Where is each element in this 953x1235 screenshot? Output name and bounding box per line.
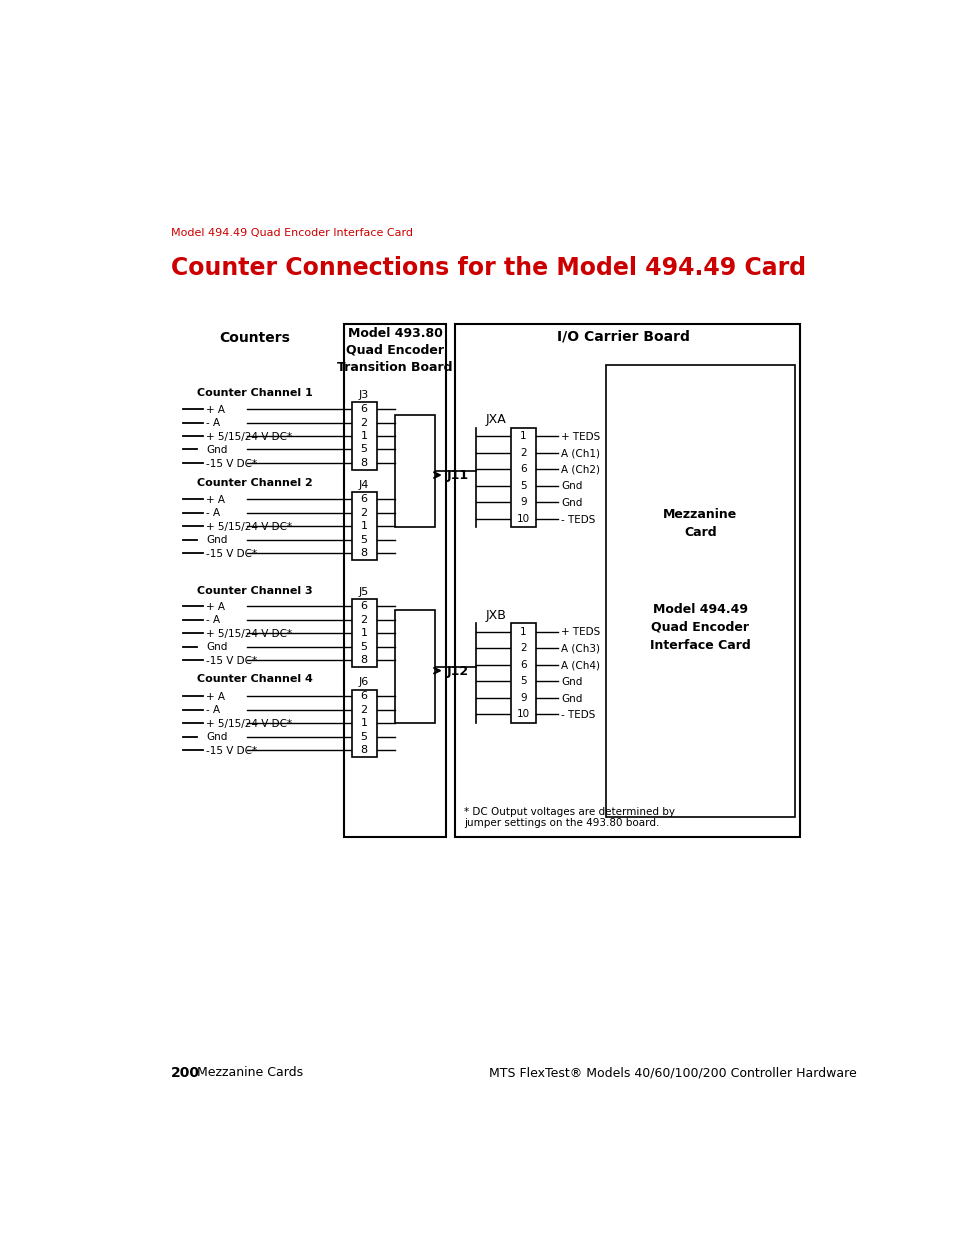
Text: -15 V DC*: -15 V DC*: [206, 458, 257, 469]
Text: 8: 8: [360, 548, 367, 558]
Text: J11: J11: [446, 469, 468, 483]
Bar: [395, 610, 435, 724]
Text: Gnd: Gnd: [206, 535, 227, 546]
Text: - A: - A: [206, 419, 220, 429]
Text: Gnd: Gnd: [560, 482, 581, 492]
Text: + 5/15/24 V DC*: + 5/15/24 V DC*: [206, 522, 292, 532]
Text: 5: 5: [519, 480, 526, 490]
Text: Model 494.49 Quad Encoder Interface Card: Model 494.49 Quad Encoder Interface Card: [171, 227, 413, 237]
Text: 2: 2: [519, 643, 526, 653]
Text: 2: 2: [360, 705, 367, 715]
Text: 5: 5: [519, 677, 526, 687]
Text: + A: + A: [206, 495, 225, 505]
Text: + 5/15/24 V DC*: + 5/15/24 V DC*: [206, 432, 292, 442]
Bar: [344, 324, 446, 837]
Text: -15 V DC*: -15 V DC*: [206, 548, 257, 558]
Bar: [455, 324, 799, 837]
Text: 6: 6: [519, 659, 526, 669]
Text: + TEDS: + TEDS: [560, 432, 599, 442]
Text: MTS FlexTest® Models 40/60/100/200 Controller Hardware: MTS FlexTest® Models 40/60/100/200 Contr…: [488, 1066, 856, 1079]
Text: 1: 1: [519, 431, 526, 441]
Text: Counter Channel 3: Counter Channel 3: [197, 585, 313, 595]
Text: 1: 1: [360, 629, 367, 638]
Text: 5: 5: [360, 642, 367, 652]
Text: -15 V DC*: -15 V DC*: [206, 656, 257, 666]
Text: I/O Carrier Board: I/O Carrier Board: [556, 330, 689, 343]
Bar: [395, 415, 435, 527]
Text: Counter Channel 4: Counter Channel 4: [196, 674, 313, 684]
Text: 2: 2: [360, 417, 367, 427]
Text: 9: 9: [519, 693, 526, 703]
Text: Gnd: Gnd: [206, 446, 227, 456]
Text: 5: 5: [360, 535, 367, 545]
Text: Gnd: Gnd: [206, 732, 227, 742]
Text: 10: 10: [517, 709, 530, 719]
Text: 1: 1: [360, 719, 367, 729]
Text: 6: 6: [360, 692, 367, 701]
Text: Mezzanine
Card: Mezzanine Card: [662, 508, 737, 538]
Text: 9: 9: [519, 498, 526, 508]
Text: Counters: Counters: [219, 331, 290, 346]
Text: Counter Channel 1: Counter Channel 1: [196, 389, 313, 399]
Text: Gnd: Gnd: [560, 677, 581, 687]
Text: -15 V DC*: -15 V DC*: [206, 746, 257, 756]
Text: + TEDS: + TEDS: [560, 627, 599, 637]
Text: JXA: JXA: [485, 414, 506, 426]
Text: 2: 2: [360, 508, 367, 517]
Text: 6: 6: [519, 464, 526, 474]
Text: 1: 1: [360, 521, 367, 531]
Text: 5: 5: [360, 731, 367, 742]
Text: A (Ch3): A (Ch3): [560, 643, 599, 653]
Text: A (Ch2): A (Ch2): [560, 464, 599, 475]
Text: 8: 8: [360, 745, 367, 755]
Text: A (Ch4): A (Ch4): [560, 661, 599, 671]
Text: J4: J4: [358, 480, 369, 490]
Text: + 5/15/24 V DC*: + 5/15/24 V DC*: [206, 629, 292, 638]
Text: Counter Connections for the Model 494.49 Card: Counter Connections for the Model 494.49…: [171, 256, 805, 280]
Text: Mezzanine Cards: Mezzanine Cards: [196, 1066, 302, 1079]
Text: 2: 2: [360, 615, 367, 625]
Text: - A: - A: [206, 705, 220, 715]
Text: J12: J12: [446, 664, 468, 678]
Text: * DC Output voltages are determined by
jumper settings on the 493.80 board.: * DC Output voltages are determined by j…: [464, 806, 675, 829]
Text: + A: + A: [206, 405, 225, 415]
Text: - TEDS: - TEDS: [560, 710, 595, 720]
Text: 1: 1: [360, 431, 367, 441]
Text: J6: J6: [358, 677, 369, 687]
Bar: [605, 366, 794, 816]
Text: JXB: JXB: [485, 609, 506, 621]
Bar: [510, 624, 536, 722]
Text: - A: - A: [206, 615, 220, 625]
Text: 1: 1: [519, 626, 526, 636]
Bar: [352, 599, 376, 667]
Text: - TEDS: - TEDS: [560, 515, 595, 525]
Text: 2: 2: [519, 447, 526, 457]
Text: Model 494.49
Quad Encoder
Interface Card: Model 494.49 Quad Encoder Interface Card: [649, 603, 750, 652]
Bar: [352, 689, 376, 757]
Text: A (Ch1): A (Ch1): [560, 448, 599, 458]
Bar: [510, 427, 536, 527]
Text: Model 493.80
Quad Encoder
Transition Board: Model 493.80 Quad Encoder Transition Boa…: [337, 327, 453, 374]
Text: Gnd: Gnd: [560, 694, 581, 704]
Text: 5: 5: [360, 445, 367, 454]
Text: + A: + A: [206, 601, 225, 611]
Text: 8: 8: [360, 458, 367, 468]
Text: Counter Channel 2: Counter Channel 2: [196, 478, 313, 488]
Text: 200: 200: [171, 1066, 200, 1081]
Text: + 5/15/24 V DC*: + 5/15/24 V DC*: [206, 719, 292, 729]
Text: J5: J5: [358, 587, 369, 597]
Bar: [352, 403, 376, 469]
Text: Gnd: Gnd: [206, 642, 227, 652]
Text: 8: 8: [360, 655, 367, 666]
Text: 6: 6: [360, 404, 367, 414]
Text: J3: J3: [358, 390, 369, 400]
Text: - A: - A: [206, 509, 220, 519]
Text: 6: 6: [360, 601, 367, 611]
Text: 10: 10: [517, 514, 530, 524]
Text: Gnd: Gnd: [560, 498, 581, 508]
Bar: [352, 493, 376, 559]
Text: 6: 6: [360, 494, 367, 504]
Text: + A: + A: [206, 692, 225, 701]
